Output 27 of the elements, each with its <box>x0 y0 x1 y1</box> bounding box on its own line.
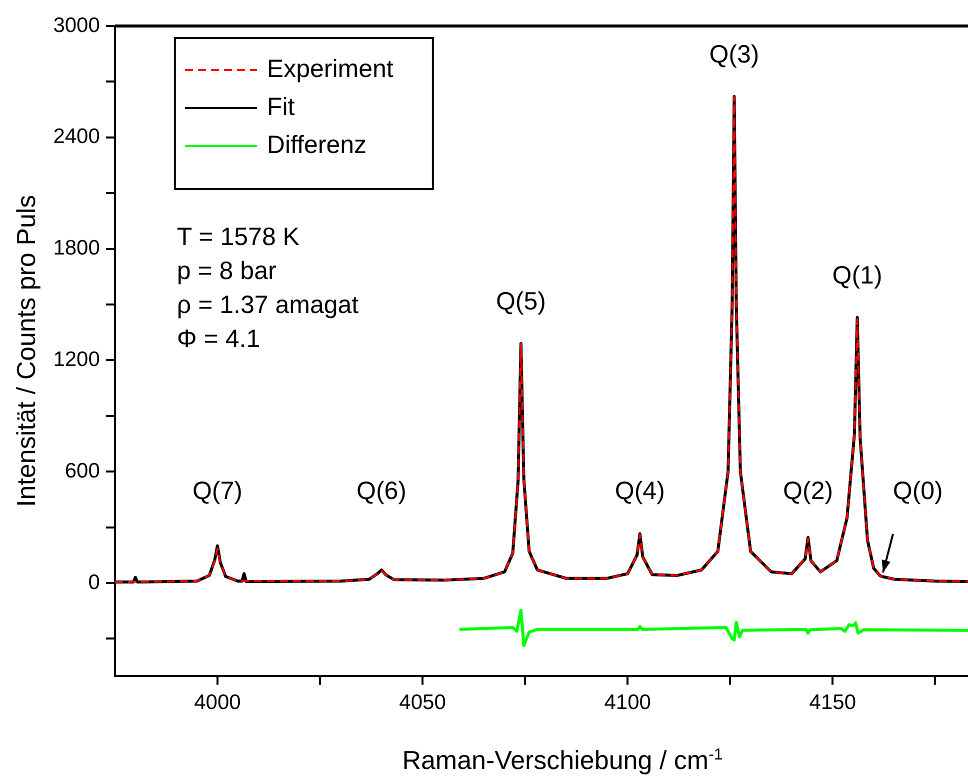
x-axis-title: Raman-Verschiebung / cm$^{-1}$ <box>401 745 724 776</box>
annotation: Q(7) <box>192 476 242 505</box>
annotation: Q(1) <box>832 261 882 290</box>
y-tick-label: 1800 <box>53 236 100 260</box>
y-tick-label: 3000 <box>53 14 100 37</box>
annotation: Q(5) <box>496 287 546 316</box>
y-tick-label: 1200 <box>53 348 100 371</box>
y-tick-label: 2400 <box>53 125 100 148</box>
annotation: Φ = 4.1 <box>176 324 260 353</box>
annotation: p = 8 bar <box>176 256 276 285</box>
y-tick-label: 0 <box>88 570 100 594</box>
annotation: Q(6) <box>356 476 407 505</box>
y-axis-title: Intensität / Counts pro Puls <box>10 194 41 507</box>
legend-label: Experiment <box>266 54 394 83</box>
annotation: ρ = 1.37 amagat <box>176 290 359 319</box>
x-tick-label: 4000 <box>194 691 241 714</box>
x-tick-label: 4150 <box>809 691 856 714</box>
legend-label: Fit <box>266 92 295 121</box>
legend-label: Differenz <box>266 130 367 159</box>
x-tick-label: 4050 <box>399 691 446 714</box>
annotation: Q(4) <box>614 476 665 505</box>
y-tick-label: 600 <box>64 459 100 482</box>
annotation: T = 1578 K <box>176 222 300 251</box>
x-tick-label: 4100 <box>604 691 651 714</box>
annotation: Q(3) <box>709 40 760 68</box>
annotation: Q(0) <box>892 476 943 505</box>
annotation: Q(2) <box>783 476 834 505</box>
